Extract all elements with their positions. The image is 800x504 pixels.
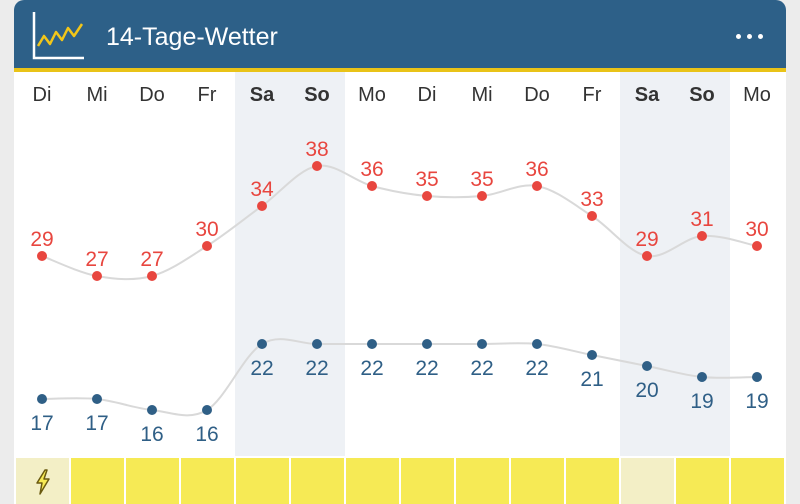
high-temp-point: [587, 211, 597, 221]
low-temp-label: 17: [30, 412, 53, 435]
high-temp-label: 29: [635, 228, 658, 251]
low-temp-label: 22: [525, 357, 548, 380]
high-temp-point: [92, 271, 102, 281]
low-temp-label: 21: [580, 368, 603, 391]
low-temp-point: [257, 339, 267, 349]
day-label: Di: [32, 84, 52, 106]
warning-cell[interactable]: [400, 458, 454, 504]
high-temp-point: [367, 181, 377, 191]
high-temp-point: [532, 181, 542, 191]
warning-cell[interactable]: [70, 458, 124, 504]
warning-cell[interactable]: [565, 458, 619, 504]
high-temp-label: 34: [250, 178, 274, 201]
low-temp-point: [532, 339, 542, 349]
lightning-bolt-icon: [35, 469, 50, 495]
low-temp-label: 22: [305, 357, 328, 380]
day-label: Mi: [86, 84, 108, 106]
high-temp-label: 35: [415, 168, 438, 191]
low-temp-point: [147, 405, 157, 415]
warning-cell[interactable]: [730, 458, 784, 504]
high-temp-label: 29: [30, 228, 53, 251]
high-temp-label: 27: [85, 248, 108, 271]
high-temp-point: [697, 231, 707, 241]
high-temp-point: [752, 241, 762, 251]
day-label: Do: [139, 84, 165, 106]
low-temp-label: 22: [470, 357, 493, 380]
warning-strip: [14, 458, 786, 504]
warning-cell[interactable]: [510, 458, 564, 504]
low-temp-point: [752, 372, 762, 382]
high-temp-label: 30: [195, 218, 218, 241]
high-temp-point: [642, 251, 652, 261]
weekend-column-bg: [619, 72, 675, 456]
day-label: Fr: [582, 84, 602, 106]
low-temp-point: [37, 394, 47, 404]
day-label: Mo: [743, 84, 771, 106]
high-temp-point: [312, 161, 322, 171]
high-temp-label: 31: [690, 208, 713, 231]
day-label: So: [689, 84, 715, 106]
low-temp-point: [92, 394, 102, 404]
low-temp-label: 19: [690, 390, 713, 413]
low-temp-label: 22: [415, 357, 438, 380]
warning-cell[interactable]: [15, 458, 69, 504]
high-temp-label: 30: [745, 218, 768, 241]
high-temp-label: 38: [305, 138, 328, 161]
low-temp-point: [697, 372, 707, 382]
warning-cell[interactable]: [290, 458, 344, 504]
high-temp-point: [422, 191, 432, 201]
low-temp-point: [367, 339, 377, 349]
low-temp-label: 20: [635, 379, 658, 402]
day-label: So: [304, 84, 330, 106]
weather-widget-card: 14-Tage-Wetter Di Mi Do Fr Sa So Mo Di Mi Do Fr Sa S…: [14, 0, 786, 504]
low-temp-point: [312, 339, 322, 349]
warning-cell[interactable]: [620, 458, 674, 504]
weekend-column-bg: [234, 72, 290, 456]
weekend-column-bg: [289, 72, 345, 456]
high-temp-label: 36: [360, 158, 383, 181]
low-temp-point: [477, 339, 487, 349]
day-label: Do: [524, 84, 550, 106]
more-options-button[interactable]: [736, 30, 764, 42]
high-temp-point: [147, 271, 157, 281]
low-temp-label: 19: [745, 390, 768, 413]
low-temp-point: [642, 361, 652, 371]
warning-cell[interactable]: [345, 458, 399, 504]
high-temp-label: 27: [140, 248, 163, 271]
weekend-column-bg: [674, 72, 730, 456]
warning-cell[interactable]: [180, 458, 234, 504]
day-label: Fr: [197, 84, 217, 106]
widget-header: 14-Tage-Wetter: [14, 0, 786, 72]
warning-cell[interactable]: [455, 458, 509, 504]
warning-cell[interactable]: [125, 458, 179, 504]
low-temp-point: [587, 350, 597, 360]
low-temp-label: 22: [360, 357, 383, 380]
low-temp-label: 17: [85, 412, 108, 435]
high-temp-label: 35: [470, 168, 493, 191]
warning-cell[interactable]: [235, 458, 289, 504]
high-temp-point: [37, 251, 47, 261]
day-labels-row: Di Mi Do Fr Sa So Mo Di Mi Do Fr Sa So Mo: [14, 84, 786, 114]
high-temp-point: [257, 201, 267, 211]
temperature-chart: 29 27 27 30 34 38 36 35 35 36 33 29 31 30 17 17 16 16 22 22…: [30, 138, 768, 446]
day-label: Sa: [634, 84, 660, 106]
more-horizontal-icon: [736, 34, 741, 39]
low-temp-line: [41, 338, 758, 417]
day-label: Di: [417, 84, 437, 106]
low-temp-point: [202, 405, 212, 415]
high-temp-point: [477, 191, 487, 201]
warning-cell[interactable]: [675, 458, 729, 504]
high-temp-label: 33: [580, 188, 603, 211]
widget-title: 14-Tage-Wetter: [106, 23, 278, 51]
high-temp-point: [202, 241, 212, 251]
high-temp-label: 36: [525, 158, 548, 181]
day-label: Mo: [358, 84, 386, 106]
day-label: Sa: [249, 84, 275, 106]
low-temp-label: 16: [195, 423, 218, 446]
line-chart-icon: [32, 12, 84, 60]
day-label: Mi: [471, 84, 493, 106]
low-temp-label: 22: [250, 357, 273, 380]
low-temp-point: [422, 339, 432, 349]
low-temp-label: 16: [140, 423, 163, 446]
